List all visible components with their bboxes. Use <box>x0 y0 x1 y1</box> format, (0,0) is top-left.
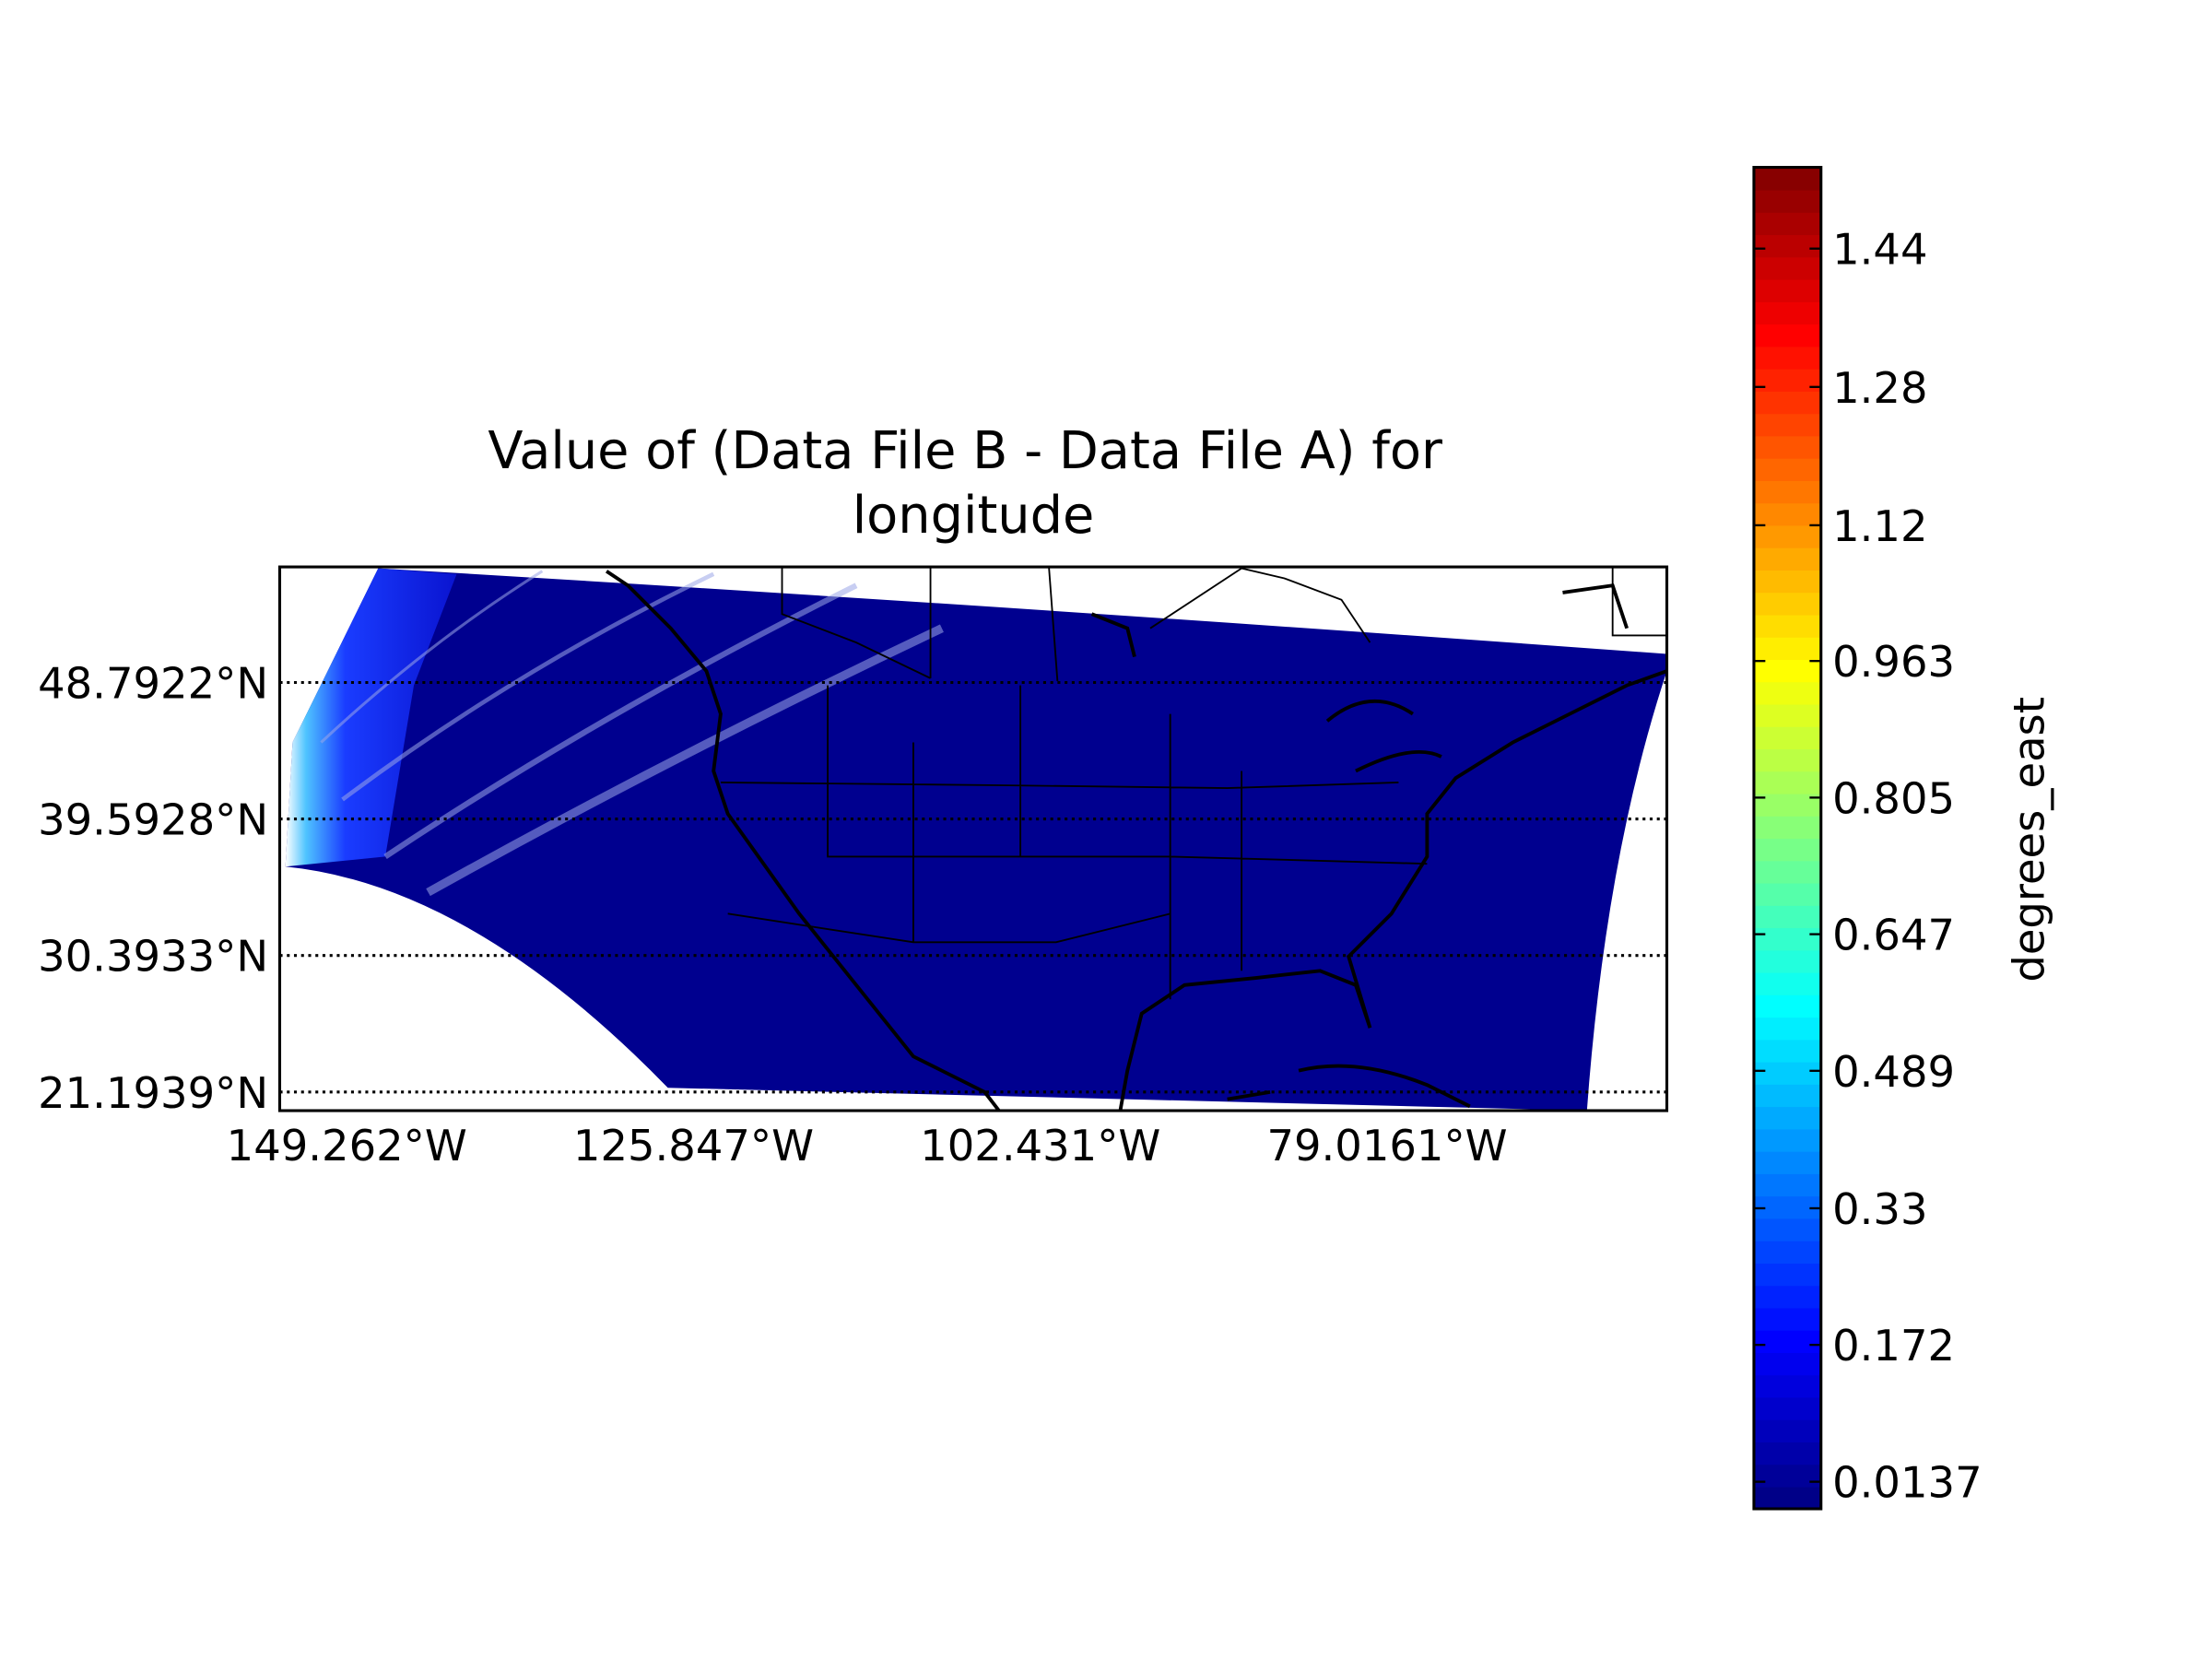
colorbar-band <box>1753 1285 1821 1309</box>
colorbar-band <box>1753 949 1821 973</box>
colorbar-band <box>1753 524 1821 548</box>
colorbar-band <box>1753 256 1821 280</box>
colorbar-band <box>1753 189 1821 213</box>
colorbar-band <box>1753 614 1821 638</box>
colorbar-band <box>1753 1374 1821 1398</box>
title-line: longitude <box>853 486 1095 546</box>
colorbar-tick-label: 0.647 <box>1832 911 1955 960</box>
colorbar-band <box>1753 1240 1821 1264</box>
data-field <box>285 568 1667 1112</box>
colorbar-band <box>1753 1061 1821 1085</box>
colorbar-band <box>1753 1017 1821 1041</box>
colorbar-band <box>1753 1396 1821 1420</box>
colorbar-band <box>1753 636 1821 660</box>
colorbar-tick-label: 1.28 <box>1832 363 1927 413</box>
colorbar-band <box>1753 570 1821 594</box>
colorbar-band <box>1753 1084 1821 1108</box>
colorbar-tick-label: 0.0137 <box>1832 1458 1982 1508</box>
colorbar-band <box>1753 324 1821 347</box>
colorbar-band <box>1753 592 1821 616</box>
colorbar-band <box>1753 1150 1821 1174</box>
colorbar-band <box>1753 435 1821 459</box>
colorbar-tick-label: 0.805 <box>1832 773 1955 823</box>
colorbar-label: degrees_east <box>2004 697 2053 982</box>
edge-gradient <box>285 568 457 867</box>
colorbar-band <box>1753 212 1821 236</box>
streaks <box>320 570 944 897</box>
colorbar-band <box>1753 703 1821 727</box>
colorbar-band <box>1753 771 1821 794</box>
colorbar-band <box>1753 1039 1821 1063</box>
map-field <box>279 567 1667 1112</box>
colorbar-band <box>1753 816 1821 840</box>
colorbar-band <box>1753 1441 1821 1465</box>
colorbar-band <box>1753 681 1821 705</box>
colorbar-tick-label: 0.963 <box>1832 637 1955 687</box>
colorbar-band <box>1753 1106 1821 1130</box>
colorbar-band <box>1753 547 1821 571</box>
colorbar-tick-label: 0.172 <box>1832 1321 1955 1371</box>
lat-label: 21.1939°N <box>38 1068 268 1118</box>
lat-label: 39.5928°N <box>38 795 268 845</box>
colorbar-band <box>1753 502 1821 526</box>
colorbar-band <box>1753 346 1821 370</box>
colorbar-band <box>1753 278 1821 302</box>
colorbar-band <box>1753 1464 1821 1488</box>
lon-label: 79.0161°W <box>1266 1121 1507 1171</box>
colorbar-band <box>1753 301 1821 325</box>
colorbar-band <box>1753 480 1821 504</box>
colorbar-band <box>1753 1329 1821 1354</box>
colorbar-band <box>1753 882 1821 906</box>
colorbar-band <box>1753 1263 1821 1287</box>
colorbar-band <box>1753 1218 1821 1241</box>
colorbar-band <box>1753 1486 1821 1510</box>
colorbar-tick-label: 1.44 <box>1832 225 1927 275</box>
colorbar-band <box>1753 167 1821 191</box>
colorbar-band <box>1753 368 1821 392</box>
colorbar-band <box>1753 1173 1821 1197</box>
colorbar-band <box>1753 1419 1821 1443</box>
colorbar-band <box>1753 1352 1821 1376</box>
colorbar-band <box>1753 457 1821 481</box>
colorbar-band <box>1753 905 1821 929</box>
colorbar-band <box>1753 748 1821 772</box>
colorbar-band <box>1753 659 1821 683</box>
axis-labels: 48.7922°N 39.5928°N 30.3933°N 21.1939°N149.… <box>38 659 1508 1171</box>
colorbar-band <box>1753 994 1821 1018</box>
colorbar-frame <box>1752 166 1823 1511</box>
colorbar-band <box>1753 391 1821 415</box>
lon-label: 102.431°W <box>920 1121 1160 1171</box>
map-frame <box>277 565 1669 1112</box>
lat-label: 30.3933°N <box>38 932 268 982</box>
lat-label: 48.7922°N <box>38 659 268 709</box>
colorbar-band <box>1753 860 1821 884</box>
colorbar-band <box>1753 726 1821 750</box>
colorbar-band <box>1753 1128 1821 1152</box>
colorbar-band <box>1753 234 1821 258</box>
lon-label: 149.262°W <box>227 1121 467 1171</box>
colorbar: 0.0137 0.172 0.33 0.489 0.647 0.805 0.963 1.12 1… <box>1752 166 1983 1511</box>
colorbar-band <box>1753 838 1821 862</box>
colorbar-tick-label: 0.489 <box>1832 1047 1955 1097</box>
colorbar-tick-label: 0.33 <box>1832 1184 1927 1234</box>
colorbar-band <box>1753 1307 1821 1331</box>
borders <box>720 567 1667 1000</box>
lon-label: 125.847°W <box>573 1121 814 1171</box>
colorbar-band <box>1753 413 1821 437</box>
colorbar-tick-label: 1.12 <box>1832 501 1927 551</box>
parallels <box>279 680 1667 1094</box>
map-title: Value of (Data File B - Data File A) for… <box>488 421 1458 546</box>
colorbar-band <box>1753 971 1821 995</box>
title-line: Value of (Data File B - Data File A) for <box>488 421 1442 481</box>
colorbar-band <box>1753 927 1821 951</box>
